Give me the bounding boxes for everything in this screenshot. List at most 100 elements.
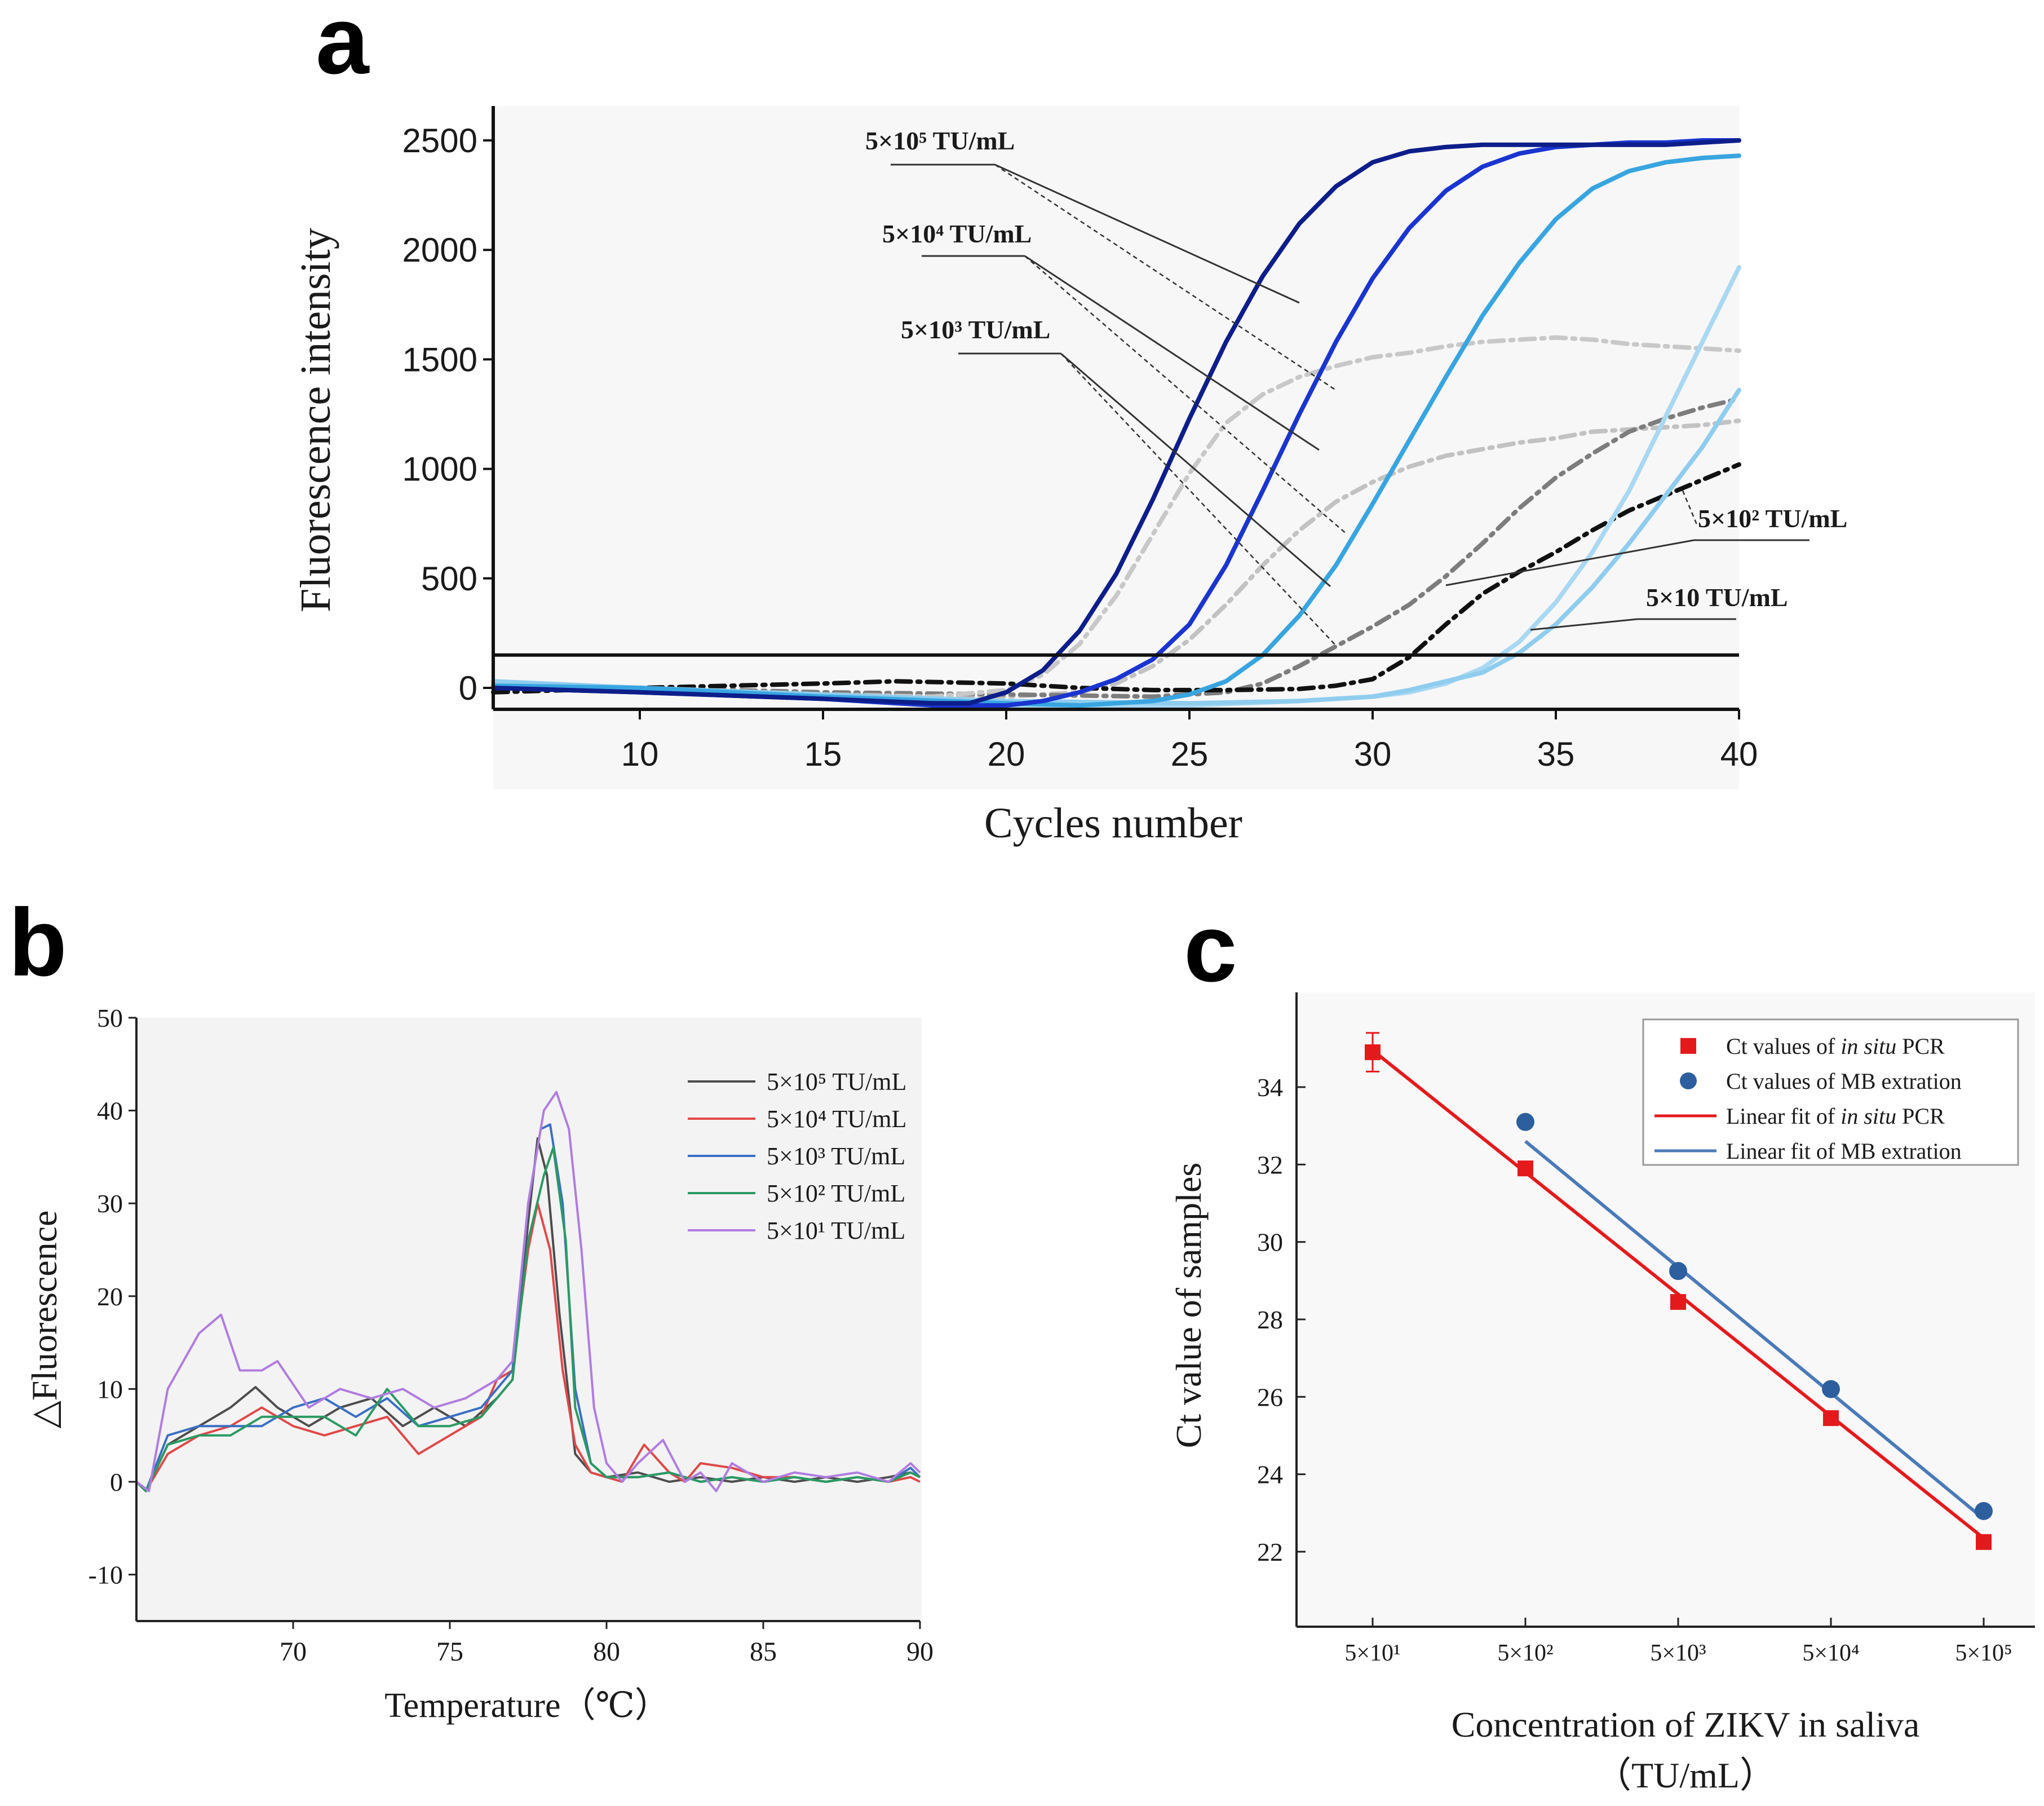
b-xtick-label-4: 90 xyxy=(906,1637,933,1667)
c-point-insitu-0 xyxy=(1365,1044,1381,1061)
a-series-line-0 xyxy=(491,138,1741,706)
panel-b-series-group xyxy=(135,1090,921,1493)
a-leader-8 xyxy=(1060,353,1337,646)
b-xtick-label-3: 85 xyxy=(750,1637,777,1667)
b-ytick-label-1: 40 xyxy=(97,1097,123,1125)
c-ytick-label-0: 22 xyxy=(1257,1538,1283,1566)
b-legend-label-3: 5×10² TU/mL xyxy=(767,1180,905,1207)
c-xtick-label-3: 5×10⁴ xyxy=(1802,1640,1859,1666)
a-xtick-label-4: 30 xyxy=(1354,735,1392,773)
a-xtick-label-5: 35 xyxy=(1537,735,1575,773)
c-legend-marker-0 xyxy=(1680,1038,1696,1054)
a-ytick-label-5: 2500 xyxy=(402,122,477,160)
c-point-mb-1 xyxy=(1516,1112,1534,1131)
c-xtick-label-0: 5×10¹ xyxy=(1344,1640,1400,1666)
b-series-line-0 xyxy=(135,1137,921,1493)
c-point-mb-4 xyxy=(1975,1502,1993,1520)
c-ytick-label-1: 24 xyxy=(1257,1460,1283,1489)
annotation-5e5: 5×10⁵ TU/mL xyxy=(865,126,1015,155)
c-point-insitu-4 xyxy=(1976,1534,1992,1550)
b-legend-label-4: 5×10¹ TU/mL xyxy=(767,1217,905,1244)
c-xtick-label-2: 5×10³ xyxy=(1650,1640,1706,1666)
b-ytick-label-3: 20 xyxy=(97,1282,123,1311)
a-xtick-label-6: 40 xyxy=(1720,735,1758,773)
c-point-insitu-1 xyxy=(1517,1160,1533,1177)
b-legend-label-0: 5×10⁵ TU/mL xyxy=(767,1068,906,1096)
c-legend-marker-1 xyxy=(1680,1072,1697,1089)
a-xtick-label-3: 25 xyxy=(1171,735,1209,773)
panel-a-letter: a xyxy=(316,0,370,94)
b-legend-label-2: 5×10³ TU/mL xyxy=(767,1142,905,1170)
a-xtick-label-1: 15 xyxy=(804,735,842,773)
panel-c-ylabel: Ct value of samples xyxy=(1169,1163,1209,1449)
panel-c-xlabel-line2: （TU/mL） xyxy=(1595,1755,1776,1795)
c-legend-label-1: Ct values of MB extration xyxy=(1726,1068,1962,1094)
b-ytick-label-2: 30 xyxy=(97,1189,123,1218)
annotation-5e4: 5×10⁴ TU/mL xyxy=(882,219,1032,248)
b-series-line-3 xyxy=(135,1146,921,1493)
panel-c-axes: 5×10¹ 5×10² 5×10³ 5×10⁴ 5×10⁵ 22 24 26 28 30 32 34 xyxy=(1257,992,2035,1666)
a-leader-11 xyxy=(1682,490,1698,525)
b-legend-label-1: 5×10⁴ TU/mL xyxy=(767,1105,906,1133)
panel-b-letter: b xyxy=(8,889,67,996)
c-xtick-label-4: 5×10⁵ xyxy=(1955,1640,2012,1666)
panel-b-plot-background xyxy=(136,1018,922,1621)
a-xtick-label-0: 10 xyxy=(621,735,659,773)
a-ytick-label-2: 1000 xyxy=(402,451,477,488)
panel-a-annotations: 5×10⁵ TU/mL 5×10⁴ TU/mL 5×10³ TU/mL 5×10… xyxy=(865,126,1847,612)
b-ytick-label-6: -10 xyxy=(89,1561,123,1589)
panel-c-legend: Ct values of in situ PCR Ct values of MB … xyxy=(1642,1018,2019,1166)
b-series-line-4 xyxy=(135,1090,921,1493)
annotation-5e2: 5×10² TU/mL xyxy=(1698,504,1847,533)
panel-b: b 70 75 80 85 90 50 40 30 20 10 0 -10 5×10⁵ TU/mL 5×… xyxy=(8,889,933,1725)
a-series-line-4 xyxy=(491,153,1741,708)
a-series-line-1 xyxy=(491,335,1741,699)
a-ytick-label-1: 500 xyxy=(421,560,477,598)
panel-a: a 10 15 20 25 30 35 40 0 500 1000 1500 2000 2500 5×1… xyxy=(292,0,1847,847)
c-ytick-label-2: 26 xyxy=(1257,1383,1283,1411)
c-legend-label-0: Ct values of in situ PCR xyxy=(1726,1034,1945,1059)
a-ytick-label-4: 2000 xyxy=(402,231,477,269)
a-xtick-label-2: 20 xyxy=(988,735,1025,773)
annotation-5e1: 5×10 TU/mL xyxy=(1646,583,1788,612)
c-legend-box xyxy=(1642,1018,2019,1166)
c-point-insitu-3 xyxy=(1823,1410,1839,1427)
a-leader-12 xyxy=(1530,618,1638,631)
a-leader-2 xyxy=(994,164,1337,391)
c-point-mb-3 xyxy=(1822,1380,1840,1398)
c-point-mb-2 xyxy=(1669,1262,1687,1280)
c-xtick-label-1: 5×10² xyxy=(1497,1640,1553,1666)
b-ytick-label-5: 0 xyxy=(110,1468,123,1496)
panel-c-points xyxy=(1365,1032,1993,1550)
b-xtick-label-1: 75 xyxy=(436,1637,463,1667)
b-xtick-label-0: 70 xyxy=(280,1637,307,1667)
c-ytick-label-3: 28 xyxy=(1257,1305,1283,1334)
a-leader-7 xyxy=(1060,352,1331,588)
a-leader-4 xyxy=(1024,255,1320,451)
c-ytick-label-6: 34 xyxy=(1257,1073,1283,1102)
a-series-line-5 xyxy=(491,396,1741,699)
panel-b-ylabel: △Fluorescence xyxy=(24,1211,64,1429)
b-ytick-label-4: 10 xyxy=(97,1375,123,1403)
c-legend-label-2: Linear fit of in situ PCR xyxy=(1726,1103,1945,1129)
panel-b-xlabel: Temperature（℃） xyxy=(384,1686,670,1725)
a-ytick-label-3: 1500 xyxy=(402,341,477,378)
panel-a-leader-lines xyxy=(891,164,1809,646)
c-legend-label-3: Linear fit of MB extration xyxy=(1726,1138,1962,1164)
b-xtick-label-2: 80 xyxy=(593,1637,620,1667)
a-leader-9 xyxy=(1445,539,1695,586)
c-ytick-label-4: 30 xyxy=(1257,1228,1283,1257)
panel-c-xlabel-line1: Concentration of ZIKV in saliva xyxy=(1452,1705,1920,1745)
a-series-line-6 xyxy=(491,462,1741,695)
panel-b-axes: 70 75 80 85 90 50 40 30 20 10 0 -10 xyxy=(89,1004,933,1667)
a-leader-1 xyxy=(994,164,1300,304)
b-series-line-1 xyxy=(135,1202,921,1493)
a-ytick-label-0: 0 xyxy=(459,669,477,707)
panel-a-xlabel: Cycles number xyxy=(984,800,1242,847)
c-fit-line-1 xyxy=(1524,1140,1985,1520)
panel-c-letter: c xyxy=(1184,895,1237,1002)
c-point-insitu-2 xyxy=(1670,1294,1686,1310)
panel-a-series-group xyxy=(491,138,1741,708)
b-ytick-label-0: 50 xyxy=(97,1004,123,1032)
